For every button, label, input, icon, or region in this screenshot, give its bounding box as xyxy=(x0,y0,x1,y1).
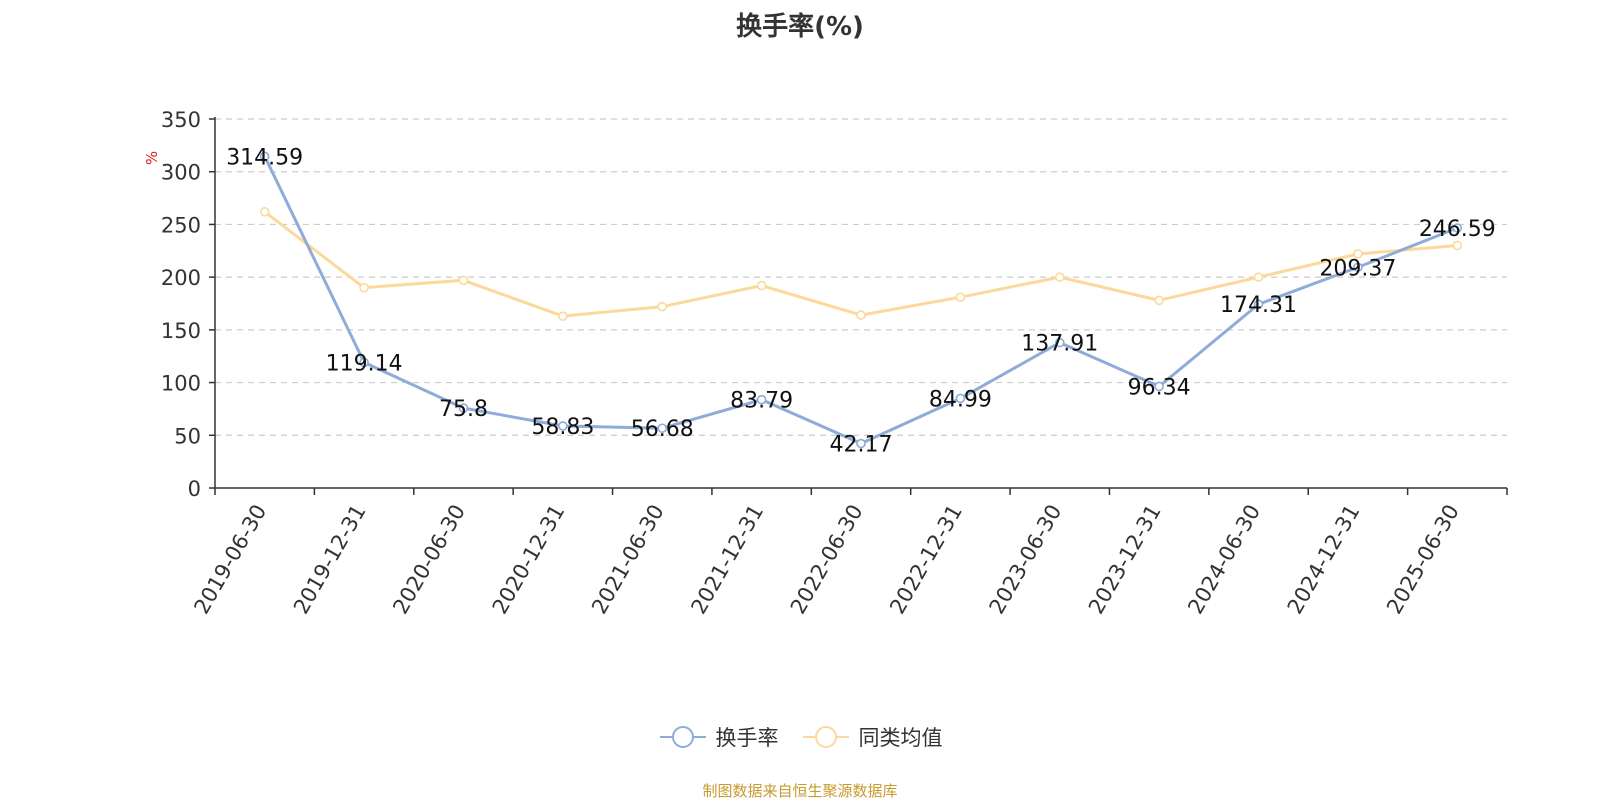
x-tick-label: 2021-06-30 xyxy=(587,500,669,618)
data-point xyxy=(458,275,469,286)
data-label: 96.34 xyxy=(1128,375,1191,400)
data-point xyxy=(856,438,866,449)
data-label: 174.31 xyxy=(1220,293,1297,318)
legend-item-1[interactable]: 同类均值 xyxy=(801,722,943,752)
x-tick-label: 2022-12-31 xyxy=(885,500,967,618)
y-tick-label: 100 xyxy=(161,372,201,396)
x-tick-label: 2024-12-31 xyxy=(1283,500,1365,618)
legend-circle xyxy=(671,726,694,748)
x-tick-label: 2025-06-30 xyxy=(1382,500,1464,618)
data-point xyxy=(458,403,469,413)
data-point xyxy=(955,393,966,404)
y-tick-label: 300 xyxy=(161,161,201,185)
data-label: 119.14 xyxy=(326,351,403,376)
legend-marker-icon xyxy=(659,726,706,748)
x-tick-label: 2024-06-30 xyxy=(1183,500,1265,618)
data-point xyxy=(657,423,668,434)
x-tick-label: 2020-06-30 xyxy=(388,500,470,618)
data-point xyxy=(259,151,270,162)
data-point xyxy=(1253,299,1264,310)
y-tick-label: 200 xyxy=(161,266,201,290)
data-point xyxy=(359,357,369,368)
x-tick-label: 2020-12-31 xyxy=(488,500,570,618)
data-label: 314.59 xyxy=(226,145,303,170)
y-tick-label: 150 xyxy=(161,319,201,343)
y-axis-label: % xyxy=(143,151,161,165)
data-label: 84.99 xyxy=(929,387,992,412)
data-label: 246.59 xyxy=(1419,217,1496,242)
data-label: 83.79 xyxy=(730,389,793,414)
grid-lines xyxy=(215,118,1507,436)
data-point xyxy=(856,310,866,320)
source-note: 制图数据来自恒生聚源数据库 xyxy=(702,782,898,800)
data-point xyxy=(756,394,767,405)
x-tick-label: 2023-12-31 xyxy=(1084,500,1166,618)
data-point xyxy=(1154,295,1164,306)
data-point xyxy=(1452,240,1463,251)
data-point xyxy=(558,421,568,431)
legend: 换手率 同类均值 xyxy=(0,722,1600,752)
x-tick-label: 2023-06-30 xyxy=(985,500,1067,618)
data-point xyxy=(955,292,966,302)
y-tick-label: 250 xyxy=(161,213,201,237)
x-tick-label: 2019-06-30 xyxy=(189,500,271,618)
data-point xyxy=(1154,381,1164,392)
data-label: 137.91 xyxy=(1021,332,1098,357)
data-point xyxy=(259,206,270,217)
chart-title: 换手率(%) xyxy=(736,12,864,42)
y-tick-label: 350 xyxy=(161,108,201,132)
legend-label: 换手率 xyxy=(715,726,779,750)
data-point xyxy=(1054,337,1065,348)
data-point xyxy=(359,282,369,293)
series-lines xyxy=(259,151,1463,449)
data-point xyxy=(1452,223,1463,233)
data-point xyxy=(1353,249,1363,259)
x-tick-label: 2021-12-31 xyxy=(686,500,768,618)
legend-item-0[interactable]: 换手率 xyxy=(658,722,779,752)
data-label: 209.37 xyxy=(1319,256,1396,281)
data-point xyxy=(756,280,767,291)
data-labels: 314.59 119.14 75.8 58.83 56.68 83.79 42.17 84.9… xyxy=(226,145,1496,457)
data-label: 58.83 xyxy=(531,415,594,440)
data-label: 75.8 xyxy=(439,397,488,422)
data-point xyxy=(558,311,568,321)
data-point xyxy=(1054,272,1065,282)
data-point xyxy=(1353,262,1363,273)
data-point xyxy=(657,301,668,312)
legend-label: 同类均值 xyxy=(858,726,943,750)
data-label: 56.68 xyxy=(631,417,694,442)
y-tick-label: 50 xyxy=(174,424,201,448)
data-label: 42.17 xyxy=(830,433,893,458)
legend-circle xyxy=(814,726,837,748)
legend-marker-icon xyxy=(802,726,849,748)
data-point xyxy=(1253,272,1264,282)
x-tick-label: 2019-12-31 xyxy=(289,500,371,618)
y-tick-label: 0 xyxy=(188,477,201,501)
x-tick-label: 2022-06-30 xyxy=(786,500,868,618)
